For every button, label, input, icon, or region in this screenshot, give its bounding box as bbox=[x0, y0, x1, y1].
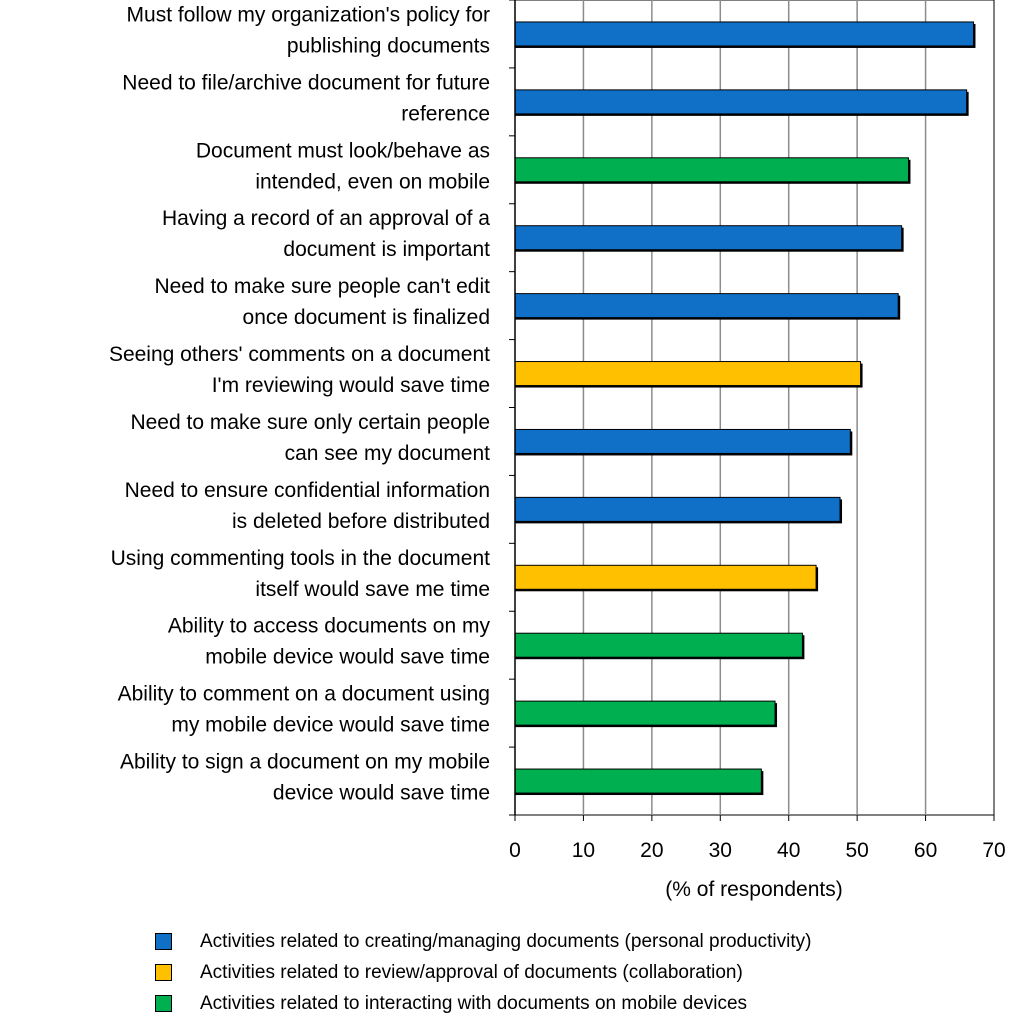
legend-item-review: Activities related to review/approval of… bbox=[155, 957, 811, 988]
x-tick-label: 10 bbox=[572, 839, 595, 862]
bar bbox=[514, 361, 862, 387]
legend-item-mobile: Activities related to interacting with d… bbox=[155, 988, 811, 1019]
bar bbox=[514, 768, 762, 794]
bars bbox=[514, 21, 976, 796]
bar bbox=[514, 496, 841, 522]
legend-swatch-review bbox=[155, 964, 172, 981]
bar bbox=[514, 428, 851, 454]
plot-area bbox=[514, 0, 995, 816]
x-tick-label: 70 bbox=[982, 839, 1005, 862]
gridlines bbox=[582, 0, 927, 815]
x-tick-label: 50 bbox=[845, 839, 868, 862]
category-labels: Must follow my organization's policy for… bbox=[109, 3, 491, 804]
category-label: Must follow my organization's policy for… bbox=[127, 3, 490, 57]
category-label: Ability to sign a document on my mobile d… bbox=[120, 751, 490, 805]
x-axis: 0 10 20 30 40 50 60 70 bbox=[509, 0, 1006, 862]
legend-label-review: Activities related to review/approval of… bbox=[200, 961, 743, 983]
bar bbox=[514, 21, 974, 47]
category-label: Seeing others' comments on a document I'm… bbox=[109, 343, 490, 397]
legend: Activities related to creating/managing … bbox=[155, 926, 811, 1019]
legend-swatch-creating bbox=[155, 933, 172, 950]
bar-chart: Must follow my organization's policy for… bbox=[109, 0, 1006, 901]
x-tick-label: 30 bbox=[709, 839, 732, 862]
bar bbox=[514, 632, 803, 658]
bar bbox=[514, 564, 817, 590]
x-axis-title: (% of respondents) bbox=[665, 878, 842, 901]
legend-label-mobile: Activities related to interacting with d… bbox=[200, 992, 748, 1014]
category-label: Need to file/archive document for future… bbox=[122, 71, 490, 125]
category-label: Need to make sure people can't edit once … bbox=[154, 275, 490, 329]
x-tick-label: 20 bbox=[640, 839, 663, 862]
x-tick-label: 60 bbox=[914, 839, 937, 862]
legend-item-creating: Activities related to creating/managing … bbox=[155, 926, 811, 957]
legend-label-creating: Activities related to creating/managing … bbox=[200, 930, 812, 952]
bar bbox=[514, 225, 903, 251]
x-tick-label: 40 bbox=[777, 839, 800, 862]
legend-swatch-mobile bbox=[155, 995, 172, 1012]
category-label: Ability to access documents on my mobile … bbox=[168, 615, 491, 669]
category-label: Ability to comment on a document using my… bbox=[118, 683, 490, 737]
category-label: Having a record of an approval of a docum… bbox=[162, 207, 490, 261]
bar bbox=[514, 700, 776, 726]
bar bbox=[514, 157, 909, 183]
category-label: Need to make sure only certain people can… bbox=[130, 411, 490, 465]
x-tick-label: 0 bbox=[509, 839, 521, 862]
category-label: Using commenting tools in the document it… bbox=[111, 547, 491, 601]
bar bbox=[514, 293, 899, 319]
category-label: Need to ensure confidential information i… bbox=[125, 479, 490, 533]
bar bbox=[514, 89, 968, 115]
category-label: Document must look/behave as intended, ev… bbox=[196, 139, 490, 193]
